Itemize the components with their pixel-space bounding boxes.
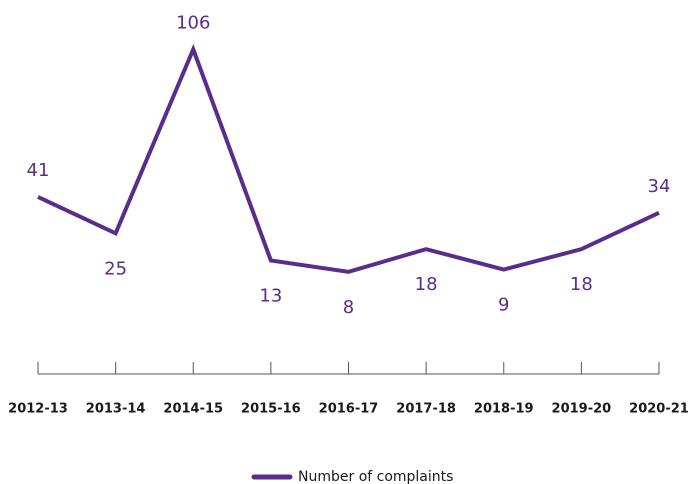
data-label: 106 (176, 12, 210, 33)
x-tick-label: 2019-20 (552, 402, 612, 417)
x-tick-label: 2013-14 (86, 402, 146, 417)
x-tick-label: 2012-13 (8, 402, 68, 417)
data-label: 25 (104, 258, 127, 279)
legend-label: Number of complaints (298, 469, 453, 484)
data-label: 41 (27, 160, 50, 181)
x-tick-label: 2014-15 (163, 402, 223, 417)
data-label: 8 (343, 297, 354, 318)
x-tick-label: 2015-16 (241, 402, 301, 417)
x-tick-label: 2020-21 (629, 402, 689, 417)
data-label: 18 (415, 274, 438, 295)
data-label: 18 (570, 274, 593, 295)
line (37, 43, 660, 274)
data-label: 34 (648, 176, 671, 197)
data-label: 13 (259, 285, 282, 306)
x-tick-label: 2016-17 (319, 402, 379, 417)
data-label: 9 (498, 295, 509, 316)
x-tick-label: 2018-19 (474, 402, 534, 417)
x-tick-label: 2017-18 (396, 402, 456, 417)
